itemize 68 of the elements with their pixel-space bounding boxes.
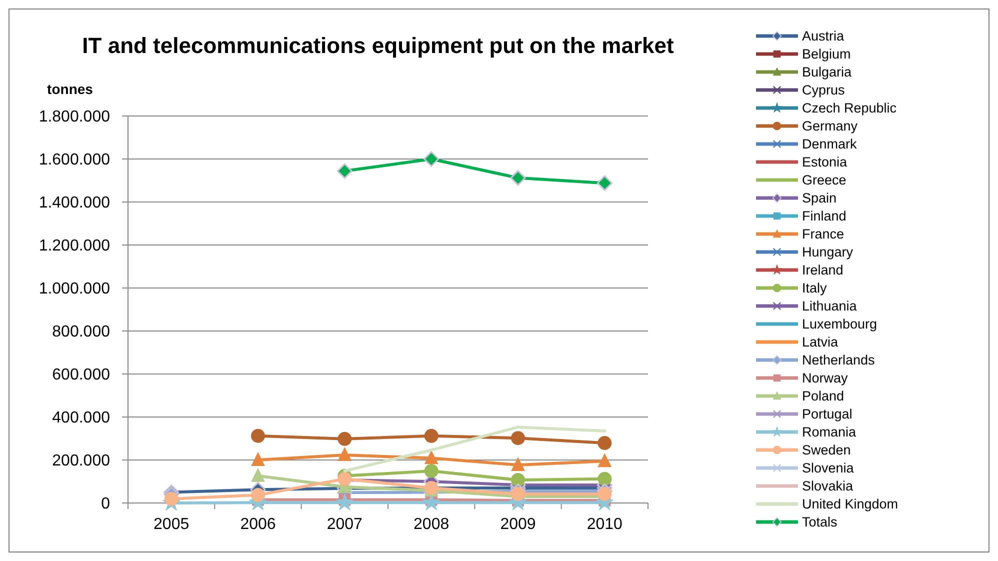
legend-label: Latvia [802,334,839,350]
legend-label: Lithuania [802,298,858,314]
x-tick-label: 2009 [500,516,536,533]
point [511,431,525,446]
x-tick-label: 2007 [326,516,363,533]
point [424,464,438,478]
legend-label: Italy [802,280,828,296]
y-tick-label: 400.000 [52,410,110,427]
point [598,472,612,486]
legend-label: Belgium [802,46,851,62]
legend-label: Germany [802,118,858,134]
legend-label: United Kingdom [802,496,898,512]
legend-label: Finland [802,208,846,224]
point [338,447,352,462]
y-tick-label: 800.000 [52,324,110,341]
legend-label: Czech Republic [802,100,897,116]
point [338,472,352,486]
x-tick-label: 2005 [154,516,190,533]
legend-label: Denmark [802,136,858,152]
point [596,175,612,191]
legend-label: Norway [802,370,848,386]
point [424,151,440,167]
point [251,428,265,443]
x-tick-label: 2008 [414,516,450,533]
point [424,450,438,464]
legend-label: Slovenia [802,460,854,476]
y-tick-label: 1.800.000 [38,108,110,126]
y-tick-label: 1.000.000 [38,280,110,298]
point [251,452,265,466]
point [338,432,352,446]
y-tick-label: 1.200.000 [38,238,110,255]
point [424,428,438,443]
legend-label: Romania [802,424,857,440]
point [251,468,265,482]
legend-label: Luxembourg [802,316,878,332]
legend-label: Bulgaria [802,64,852,80]
legend-label: Slovakia [802,478,854,494]
legend-label: Portugal [802,406,852,422]
point [598,436,612,450]
legend-label: Estonia [802,154,848,170]
legend-label: Ireland [802,262,844,278]
legend-label: Hungary [802,244,854,260]
chart-title: IT and telecommunications equipment put on the market [82,33,674,58]
y-tick-label: 600.000 [52,366,110,384]
y-tick-label: 0 [101,496,110,513]
point [422,492,441,511]
point [251,488,265,502]
point [164,492,178,506]
legend-label: Sweden [802,442,851,458]
y-tick-label: 200.000 [52,452,110,470]
x-tick-label: 2010 [586,516,623,533]
legend-label: Cyprus [802,82,846,98]
legend-label: Netherlands [802,352,876,368]
legend-label: Spain [802,190,837,206]
y-tick-label: 1.600.000 [38,152,110,169]
legend-label: Greece [802,172,846,188]
point [510,170,526,186]
legend-label: Austria [802,28,845,44]
legend-label: Poland [802,388,844,404]
y-tick-label: 1.400.000 [38,194,110,212]
legend-label: France [802,226,844,242]
point [511,472,525,487]
legend-label: Totals [802,514,838,530]
point [336,163,352,179]
point [511,456,525,471]
x-tick-label: 2006 [240,516,276,533]
point [598,453,612,468]
y-axis-title: tonnes [47,81,94,97]
